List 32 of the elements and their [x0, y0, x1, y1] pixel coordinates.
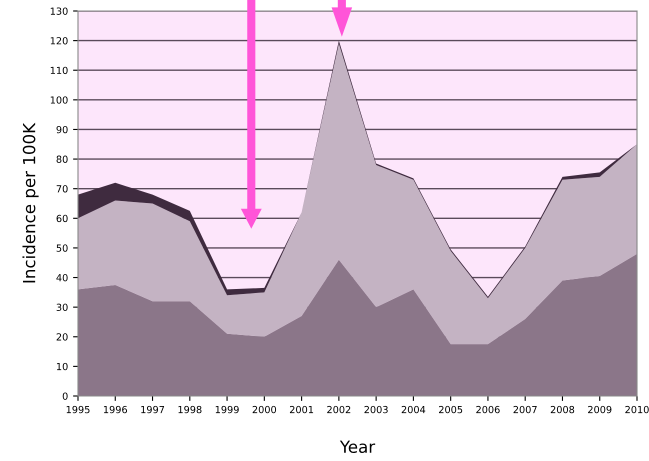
y-tick-label: 90	[56, 126, 68, 134]
x-tick-label: 1998	[178, 406, 202, 414]
x-tick-label: 2001	[290, 406, 314, 414]
y-axis-title: Incidence per 100K	[22, 122, 39, 282]
y-tick-label: 10	[56, 362, 68, 370]
y-tick-label: 130	[50, 7, 68, 15]
x-tick-label: 1995	[66, 406, 90, 414]
y-tick-label: 80	[56, 156, 68, 163]
y-tick-label: 40	[56, 274, 68, 282]
x-tick-label: 2009	[588, 406, 612, 414]
x-tick-label: 1996	[104, 406, 128, 414]
y-tick-label: 110	[50, 66, 68, 74]
x-tick-label: 2008	[550, 406, 574, 414]
x-tick-label: 2005	[439, 406, 462, 414]
x-tick-label: 2002	[327, 406, 350, 414]
y-tick-label: 100	[50, 96, 68, 104]
x-tick-label: 2000	[252, 406, 276, 414]
x-tick-label: 2006	[476, 406, 500, 414]
x-tick-label: 2004	[402, 406, 426, 414]
x-axis-title: Year	[340, 440, 376, 454]
y-tick-label: 120	[50, 37, 68, 44]
y-tick-label: 70	[56, 185, 68, 193]
x-tick-label: 1997	[141, 406, 164, 414]
x-tick-label: 2007	[514, 406, 537, 414]
y-tick-label: 0	[62, 392, 68, 400]
y-tick-label: 30	[56, 304, 68, 311]
y-tick-label: 50	[56, 244, 68, 252]
x-tick-label: 2003	[364, 406, 388, 414]
x-tick-label: 2010	[625, 406, 649, 414]
y-tick-label: 20	[56, 333, 68, 341]
x-tick-label: 1999	[216, 406, 239, 414]
y-tick-label: 60	[56, 214, 68, 222]
